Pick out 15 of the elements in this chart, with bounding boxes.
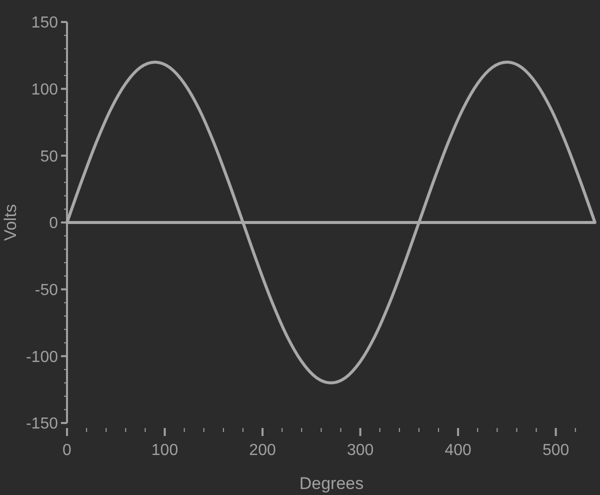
x-axis-title: Degrees — [299, 474, 364, 493]
y-axis-title: Volts — [1, 204, 20, 241]
x-tick-label: 500 — [542, 442, 570, 459]
x-tick-label: 200 — [249, 442, 276, 459]
y-tick-label: 100 — [31, 81, 58, 98]
y-tick-label: -100 — [26, 348, 58, 366]
x-tick-label: 0 — [62, 442, 72, 459]
y-tick-label: -50 — [34, 282, 58, 299]
y-tick-label: 150 — [31, 14, 58, 32]
x-tick-label: 400 — [444, 442, 472, 459]
y-tick-label: -150 — [26, 416, 58, 433]
y-tick-label: 50 — [40, 148, 58, 166]
y-tick-label: 0 — [49, 215, 58, 232]
x-tick-label: 100 — [151, 442, 178, 459]
x-tick-label: 300 — [346, 442, 374, 459]
